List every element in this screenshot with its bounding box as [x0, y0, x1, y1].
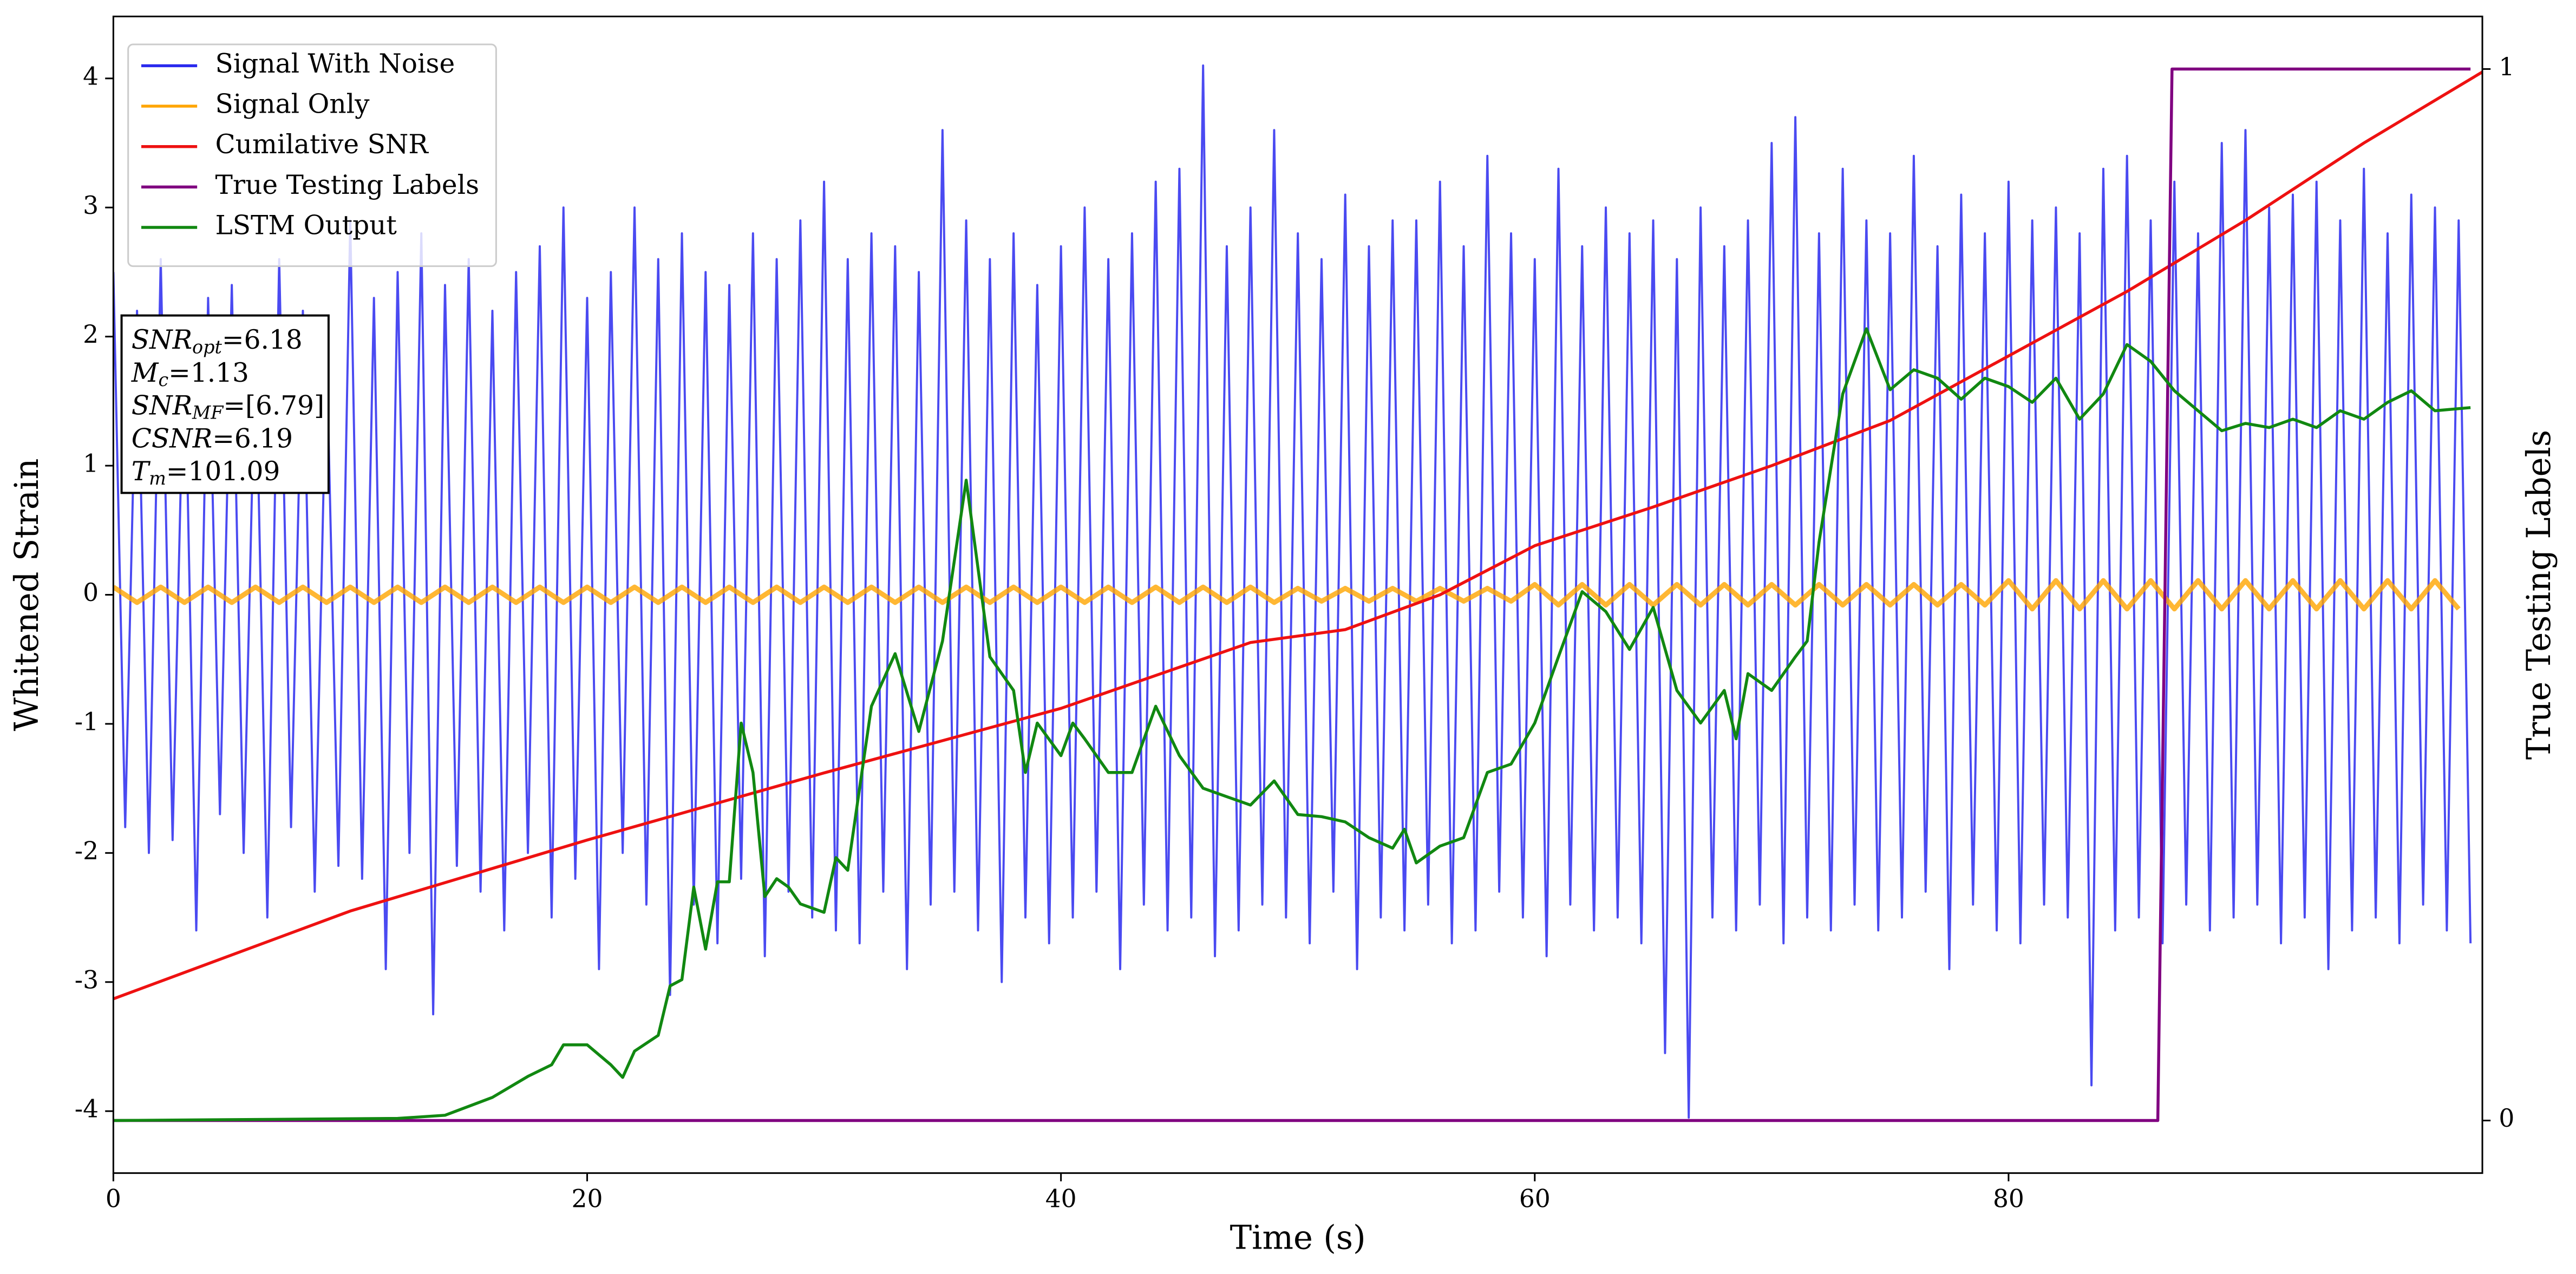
annotation-var: SNR	[132, 325, 192, 355]
series-line	[113, 67, 2471, 1122]
y-tick-label: -3	[75, 965, 99, 994]
annotation-var: M	[131, 357, 159, 388]
x-tick-label: 80	[1993, 1185, 2024, 1213]
y-axis-label: Whitened Strain	[8, 459, 46, 731]
y-tick-label: 4	[83, 62, 99, 90]
y-tick-label: 2	[83, 320, 99, 349]
x-axis-label: Time (s)	[1230, 1219, 1366, 1257]
legend-label: Signal Only	[215, 89, 370, 120]
series-line	[113, 327, 2471, 1122]
series-line	[113, 70, 2483, 1001]
annotation-line: SNRMF=[6.79]	[132, 390, 324, 423]
legend-label: True Testing Labels	[215, 170, 480, 200]
annotation-value: =1.13	[168, 357, 249, 388]
legend-label: Cumilative SNR	[215, 129, 429, 160]
annotation-var: T	[132, 456, 151, 486]
y2-tick-label: 1	[2499, 53, 2514, 81]
annotation-var: SNR	[132, 390, 192, 421]
legend-box	[127, 43, 497, 267]
annotation-sub: opt	[192, 336, 222, 357]
y-tick-label: -4	[75, 1095, 99, 1123]
legend-label: LSTM Output	[215, 211, 397, 241]
y2-tick-label: 0	[2499, 1104, 2514, 1133]
x-tick-label: 0	[106, 1185, 121, 1213]
annotation-value: =6.19	[212, 423, 293, 454]
annotation-line: CSNR=6.19	[132, 423, 293, 454]
annotation-value: =6.18	[222, 325, 303, 355]
y2-axis-label: True Testing Labels	[2520, 430, 2558, 760]
annotation-sub: m	[149, 468, 166, 489]
annotation-box	[120, 314, 330, 494]
annotation-sub: MF	[192, 402, 224, 423]
y-tick-label: 3	[83, 191, 99, 220]
y-tick-label: -2	[75, 837, 99, 865]
x-tick-label: 40	[1045, 1185, 1077, 1213]
annotation-sub: c	[158, 369, 168, 390]
annotation-value: =101.09	[166, 456, 280, 486]
y-tick-label: 0	[83, 578, 99, 607]
x-tick-label: 60	[1519, 1185, 1551, 1213]
y-tick-label: 1	[83, 449, 99, 478]
annotation-var: CSNR	[132, 423, 212, 454]
legend-label: Signal With Noise	[215, 49, 455, 79]
y-tick-label: -1	[75, 707, 99, 736]
series-line	[113, 578, 2461, 612]
plot-area	[113, 64, 2483, 1122]
annotation-line: Tm=101.09	[132, 456, 280, 489]
series-line	[113, 64, 2472, 1119]
annotation-line: Mc=1.13	[131, 357, 249, 390]
annotation-value: =[6.79]	[223, 390, 324, 421]
x-tick-label: 20	[572, 1185, 603, 1213]
annotation-line: SNRopt=6.18	[132, 325, 303, 358]
